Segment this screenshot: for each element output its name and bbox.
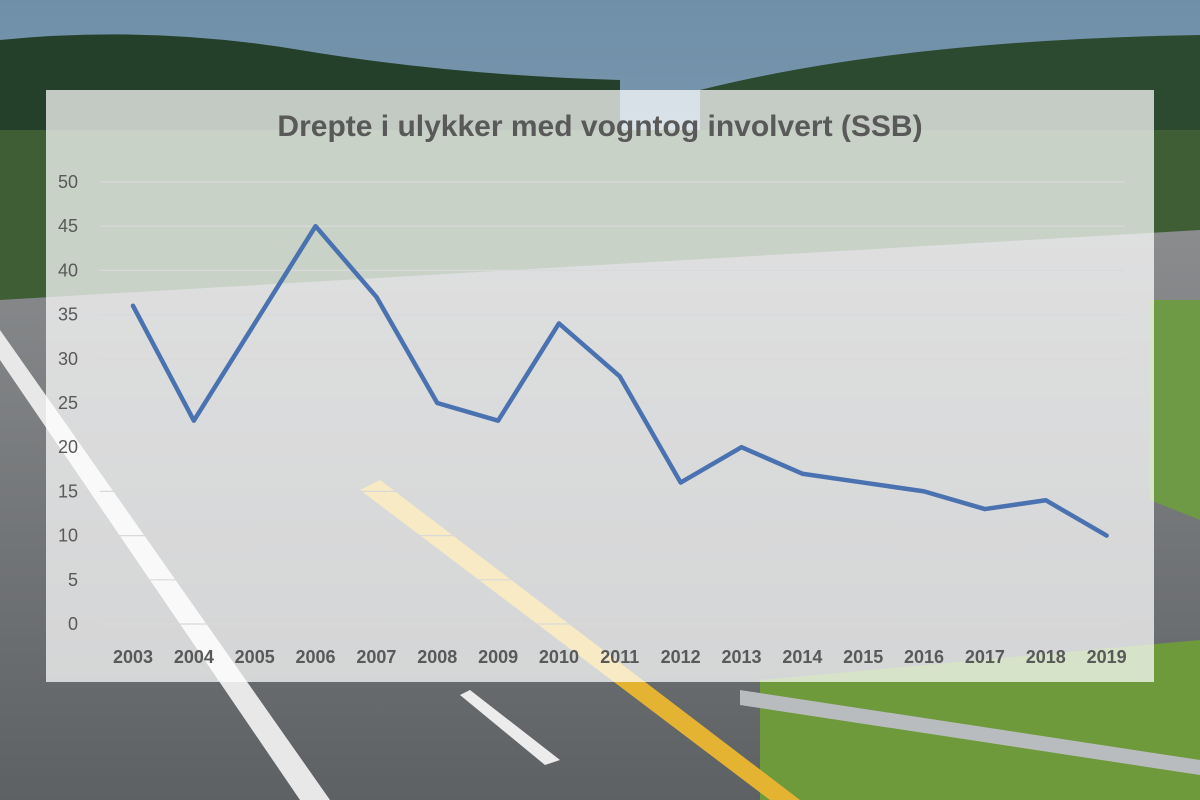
x-tick-label: 2019 (1087, 647, 1127, 667)
x-axis-ticks: 2003 2004 2005 2006 2007 2008 2009 2010 2011 2012… (113, 647, 1127, 667)
x-tick-label: 2003 (113, 647, 153, 667)
chart-panel (46, 90, 1154, 682)
x-tick-label: 2008 (417, 647, 457, 667)
y-tick-label: 50 (58, 172, 78, 192)
x-tick-label: 2010 (539, 647, 579, 667)
y-tick-label: 20 (58, 437, 78, 457)
y-tick-label: 5 (68, 570, 78, 590)
y-tick-label: 0 (68, 614, 78, 634)
x-tick-label: 2016 (904, 647, 944, 667)
x-tick-label: 2012 (661, 647, 701, 667)
x-tick-label: 2007 (356, 647, 396, 667)
gridlines (100, 181, 1125, 625)
x-tick-label: 2011 (600, 647, 639, 667)
x-tick-label: 2005 (235, 647, 275, 667)
x-tick-label: 2013 (721, 647, 761, 667)
x-tick-label: 2014 (782, 647, 822, 667)
y-tick-label: 40 (58, 260, 78, 280)
x-tick-label: 2015 (843, 647, 883, 667)
x-tick-label: 2009 (478, 647, 518, 667)
series-layer (130, 223, 1109, 538)
y-tick-label: 30 (58, 349, 78, 369)
x-tick-label: 2018 (1026, 647, 1066, 667)
x-tick-label: 2006 (296, 647, 336, 667)
x-tick-label: 2004 (174, 647, 214, 667)
y-tick-label: 25 (58, 393, 78, 413)
series-line (130, 223, 1109, 538)
y-tick-label: 45 (58, 216, 78, 236)
x-tick-label: 2017 (965, 647, 1005, 667)
y-tick-label: 35 (58, 305, 78, 325)
y-axis-ticks: 0 5 10 15 20 25 30 35 40 45 50 (58, 172, 78, 634)
y-tick-label: 15 (58, 481, 78, 501)
y-tick-label: 10 (58, 526, 78, 546)
chart-title: Drepte i ulykker med vogntog involvert (… (277, 110, 923, 143)
